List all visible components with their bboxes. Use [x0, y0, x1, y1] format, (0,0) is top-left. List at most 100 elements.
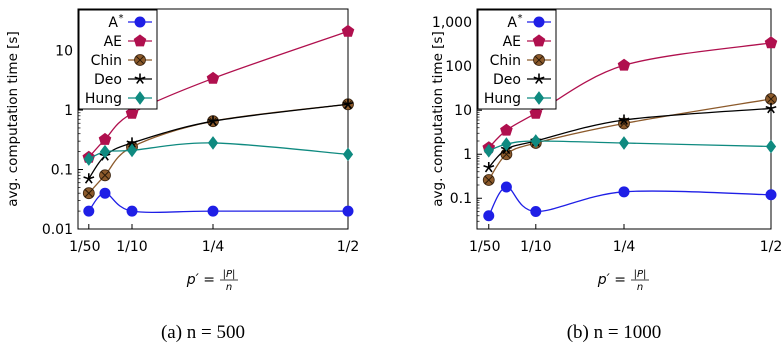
legend-label: A	[108, 15, 118, 31]
y-tick-label: 10	[454, 103, 472, 119]
legend-label-superscript: *	[119, 13, 124, 24]
data-point	[500, 123, 513, 136]
legend-label-superscript: *	[518, 13, 523, 24]
data-point	[483, 143, 494, 158]
x-axis-label: p′ = |P| n	[186, 269, 238, 293]
chart-b-n1000: 0.1 1 10 100 1,000 1/50 1/10 1/4 1/2 avg. computa…	[430, 8, 782, 343]
x-axis-label-main: p′ =	[186, 272, 215, 288]
x-tick-label: 1/10	[520, 239, 551, 255]
data-point	[501, 137, 512, 151]
data-point	[765, 102, 777, 114]
data-point	[618, 136, 630, 150]
legend: A * AE Chin Deo Hung	[477, 9, 557, 110]
data-point	[530, 134, 541, 148]
data-point	[342, 147, 354, 162]
legend-item: Chin	[91, 53, 152, 69]
data-point	[617, 58, 631, 71]
legend-label: Chin	[490, 53, 521, 69]
figure-caption: (b) n = 1000	[567, 322, 662, 343]
x-axis-label: p′ = |P| n	[597, 269, 649, 293]
legend-marker	[134, 91, 146, 105]
x-axis-label-numerator: |P|	[223, 269, 236, 280]
data-point	[482, 174, 495, 186]
y-tick-label: 10	[55, 44, 73, 60]
x-axis-label-numerator: |P|	[634, 269, 647, 280]
legend-marker	[134, 54, 146, 66]
legend-label: Chin	[91, 53, 122, 69]
data-point	[207, 205, 219, 217]
y-axis-label: avg. computation time [s]	[5, 31, 21, 206]
legend-marker	[134, 16, 146, 28]
legend-label: Deo	[493, 72, 521, 88]
data-point	[126, 143, 138, 158]
legend-label: AE	[104, 34, 122, 50]
x-axis-label-denominator: n	[226, 282, 232, 293]
legend-item: Hung	[484, 91, 551, 107]
data-point	[126, 137, 138, 148]
legend-item: A *	[108, 13, 152, 31]
legend-label: AE	[503, 34, 521, 50]
data-point	[500, 181, 512, 193]
data-point	[483, 161, 495, 173]
series-line	[488, 107, 772, 168]
legend-item: Hung	[85, 91, 152, 107]
chart-a-n500: 0.01 0.1 1 10 1/50 1/10 1/4 1/2 avg. computation…	[5, 8, 360, 343]
series-deo	[483, 102, 777, 173]
data-point	[342, 98, 354, 110]
data-point	[529, 106, 543, 119]
series-hung	[483, 134, 777, 158]
data-point	[98, 132, 112, 145]
legend-marker	[533, 16, 545, 28]
x-tick-label: 1/2	[760, 239, 782, 255]
legend-marker	[532, 34, 546, 47]
data-point	[99, 144, 111, 159]
y-tick-label: 0.1	[51, 163, 73, 179]
legend-marker	[533, 91, 545, 105]
legend-marker	[133, 34, 147, 47]
legend-label: A	[507, 15, 517, 31]
data-point	[83, 173, 95, 184]
y-tick-label: 100	[445, 59, 472, 75]
series-a	[483, 181, 777, 222]
data-point	[765, 93, 777, 105]
legend-item: A *	[507, 13, 551, 31]
y-tick-label: 0.01	[42, 222, 73, 238]
legend-marker	[533, 73, 545, 84]
series-a	[83, 187, 354, 217]
legend-item: Chin	[490, 53, 551, 69]
data-point	[764, 36, 778, 49]
x-tick-label: 1/4	[613, 239, 636, 255]
data-point	[83, 205, 95, 217]
legend-label: Deo	[94, 72, 122, 88]
legend: A * AE Chin Deo Hung	[78, 9, 158, 110]
legend-label: Hung	[85, 91, 122, 107]
data-point	[126, 205, 138, 217]
y-tick-label: 1	[463, 147, 472, 163]
data-point	[83, 152, 94, 166]
x-axis-label-main: p′ =	[597, 272, 626, 288]
data-point	[483, 210, 495, 222]
data-point	[125, 106, 139, 119]
y-tick-label: 1,000	[432, 15, 472, 31]
data-point	[765, 139, 777, 154]
series-deo	[83, 98, 354, 184]
legend-item: Deo	[493, 72, 551, 88]
legend-marker	[134, 73, 146, 84]
legend-item: Deo	[94, 72, 152, 88]
data-point	[206, 71, 220, 84]
data-point	[341, 24, 355, 37]
x-axis-label-denominator: n	[637, 282, 643, 293]
legend-item: AE	[104, 34, 152, 50]
legend-label: Hung	[484, 91, 521, 107]
legend-marker	[533, 54, 545, 66]
x-tick-label: 1/2	[337, 239, 360, 255]
y-tick-label: 1	[64, 103, 73, 119]
data-point	[530, 205, 542, 217]
legend-item: AE	[503, 34, 551, 50]
data-point	[99, 169, 111, 182]
x-tick-label: 1/10	[116, 239, 147, 255]
y-tick-label: 0.1	[450, 191, 472, 207]
x-tick-label: 1/50	[69, 239, 100, 255]
y-axis-label: avg. computation time [s]	[430, 31, 446, 206]
